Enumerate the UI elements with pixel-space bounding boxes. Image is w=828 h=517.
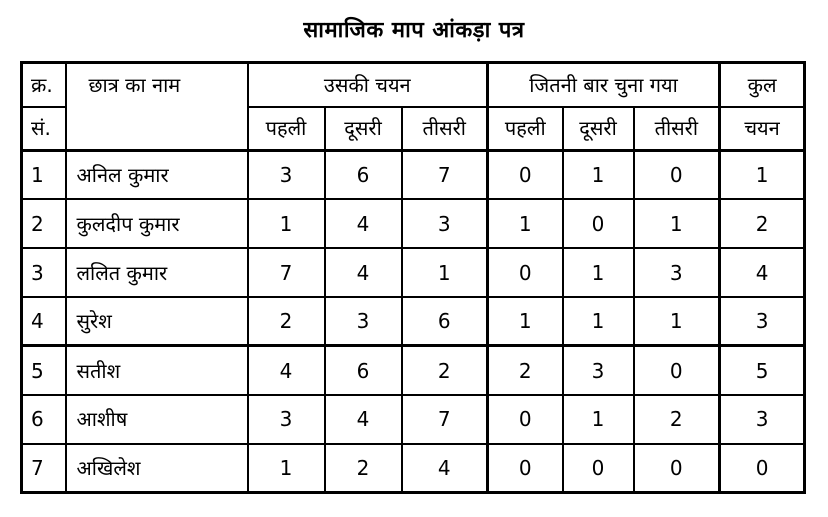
chosen-third-cell: 0 <box>632 442 721 494</box>
total-cell: 2 <box>718 198 806 250</box>
student-name-cell: कुलदीप कुमार <box>64 198 249 250</box>
total-header-bottom: चयन <box>718 105 806 152</box>
serial-cell: 6 <box>20 393 67 445</box>
total-cell: 3 <box>718 393 806 445</box>
table-row: 1 अनिल कुमार 3 6 7 0 1 0 1 <box>20 149 806 201</box>
table-row: 4 सुरेश 2 3 6 1 1 1 3 <box>20 296 806 347</box>
choice-third-cell: 2 <box>400 344 489 396</box>
total-header-top: कुल <box>718 61 806 108</box>
choice-first-cell: 3 <box>246 393 326 445</box>
chosen-first-cell: 0 <box>486 442 564 494</box>
page-title: सामाजिक माप आंकड़ा पत्र <box>303 18 525 43</box>
choice-second-cell: 6 <box>323 344 403 396</box>
times-chosen-header: जितनी बार चुना गया <box>486 61 721 108</box>
chosen-first-cell: 0 <box>486 393 564 445</box>
choice-second-cell: 4 <box>323 393 403 445</box>
his-choice-header: उसकी चयन <box>246 61 489 108</box>
chosen-first-cell: 1 <box>486 296 564 347</box>
chosen-first-header: पहली <box>486 105 564 152</box>
student-name-header: छात्र का नाम <box>64 61 249 152</box>
serial-cell: 5 <box>20 344 67 396</box>
chosen-second-cell: 0 <box>561 442 635 494</box>
student-name-cell: अनिल कुमार <box>64 149 249 201</box>
student-name-cell: ललित कुमार <box>64 247 249 299</box>
serial-cell: 1 <box>20 149 67 201</box>
choice-first-cell: 7 <box>246 247 326 299</box>
total-cell: 4 <box>718 247 806 299</box>
chosen-second-cell: 1 <box>561 296 635 347</box>
chosen-second-header: दूसरी <box>561 105 635 152</box>
chosen-first-cell: 0 <box>486 247 564 299</box>
choice-third-cell: 1 <box>400 247 489 299</box>
serial-header-bottom: सं. <box>20 105 67 152</box>
chosen-third-cell: 1 <box>632 296 721 347</box>
total-cell: 0 <box>718 442 806 494</box>
chosen-third-cell: 0 <box>632 344 721 396</box>
chosen-first-cell: 0 <box>486 149 564 201</box>
table-row: 6 आशीष 3 4 7 0 1 2 3 <box>20 393 806 445</box>
chosen-second-cell: 3 <box>561 344 635 396</box>
choice-second-cell: 4 <box>323 247 403 299</box>
choice-second-cell: 3 <box>323 296 403 347</box>
sociometric-data-table: क्र. छात्र का नाम उसकी चयन जितनी बार चुन… <box>20 61 807 494</box>
choice-third-cell: 3 <box>400 198 489 250</box>
choice-second-header: दूसरी <box>323 105 403 152</box>
table-row: 2 कुलदीप कुमार 1 4 3 1 0 1 2 <box>20 198 806 250</box>
chosen-second-cell: 1 <box>561 149 635 201</box>
choice-first-cell: 3 <box>246 149 326 201</box>
table-row: 3 ललित कुमार 7 4 1 0 1 3 4 <box>20 247 806 299</box>
choice-second-cell: 6 <box>323 149 403 201</box>
choice-second-cell: 4 <box>323 198 403 250</box>
chosen-second-cell: 1 <box>561 247 635 299</box>
chosen-third-header: तीसरी <box>632 105 721 152</box>
choice-first-cell: 4 <box>246 344 326 396</box>
choice-third-cell: 7 <box>400 149 489 201</box>
serial-header-top: क्र. <box>20 61 67 108</box>
chosen-second-cell: 0 <box>561 198 635 250</box>
student-name-cell: सतीश <box>64 344 249 396</box>
total-cell: 3 <box>718 296 806 347</box>
serial-cell: 7 <box>20 442 67 494</box>
total-cell: 1 <box>718 149 806 201</box>
student-name-cell: अखिलेश <box>64 442 249 494</box>
choice-third-cell: 4 <box>400 442 489 494</box>
choice-third-cell: 6 <box>400 296 489 347</box>
choice-second-cell: 2 <box>323 442 403 494</box>
chosen-first-cell: 2 <box>486 344 564 396</box>
choice-third-header: तीसरी <box>400 105 489 152</box>
table-row: 5 सतीश 4 6 2 2 3 0 5 <box>20 344 806 396</box>
chosen-second-cell: 1 <box>561 393 635 445</box>
choice-third-cell: 7 <box>400 393 489 445</box>
chosen-third-cell: 2 <box>632 393 721 445</box>
student-name-cell: आशीष <box>64 393 249 445</box>
choice-first-cell: 1 <box>246 198 326 250</box>
choice-first-header: पहली <box>246 105 326 152</box>
serial-cell: 4 <box>20 296 67 347</box>
total-cell: 5 <box>718 344 806 396</box>
chosen-third-cell: 1 <box>632 198 721 250</box>
choice-first-cell: 1 <box>246 442 326 494</box>
choice-first-cell: 2 <box>246 296 326 347</box>
serial-cell: 3 <box>20 247 67 299</box>
student-name-cell: सुरेश <box>64 296 249 347</box>
chosen-third-cell: 0 <box>632 149 721 201</box>
serial-cell: 2 <box>20 198 67 250</box>
chosen-third-cell: 3 <box>632 247 721 299</box>
table-row: 7 अखिलेश 1 2 4 0 0 0 0 <box>20 442 806 494</box>
chosen-first-cell: 1 <box>486 198 564 250</box>
